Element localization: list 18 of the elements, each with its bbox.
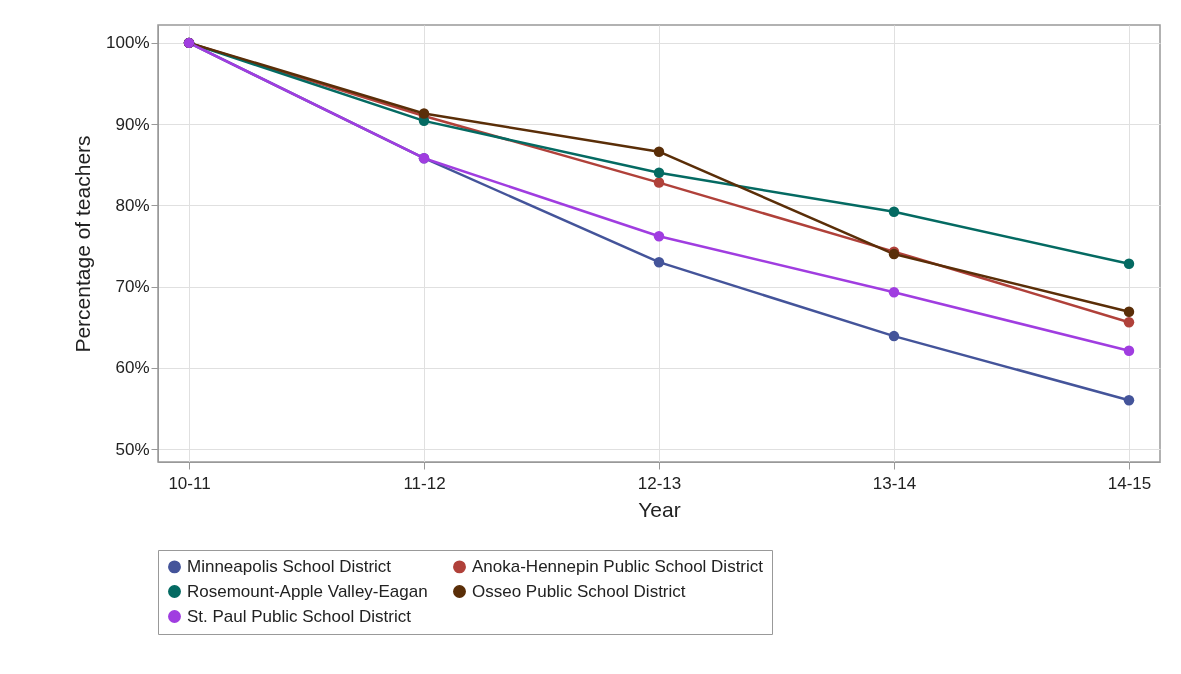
x-axis-title: Year [638,497,681,521]
legend-label: Anoka-Hennepin Public School District [472,556,764,576]
x-tick-label: 11-12 [403,473,446,493]
y-axis-title: Percentage of teachers [71,135,95,353]
y-tick-label: 100% [106,33,150,53]
legend-label: Rosemount-Apple Valley-Eagan [187,581,428,601]
legend-label: Minneapolis School District [187,556,392,576]
legend-label: Osseo Public School District [472,581,686,601]
y-tick-label: 70% [115,277,150,297]
y-tick-label: 80% [115,195,150,215]
legend-label: St. Paul Public School District [187,606,412,626]
x-tick-label: 10-11 [168,473,211,493]
x-tick-label: 14-15 [1107,473,1152,493]
y-tick-label: 90% [115,114,150,134]
x-tick-label: 13-14 [872,473,917,493]
y-tick-label: 60% [115,358,150,378]
x-tick-label: 12-13 [637,473,682,493]
y-tick-label: 50% [115,439,150,459]
